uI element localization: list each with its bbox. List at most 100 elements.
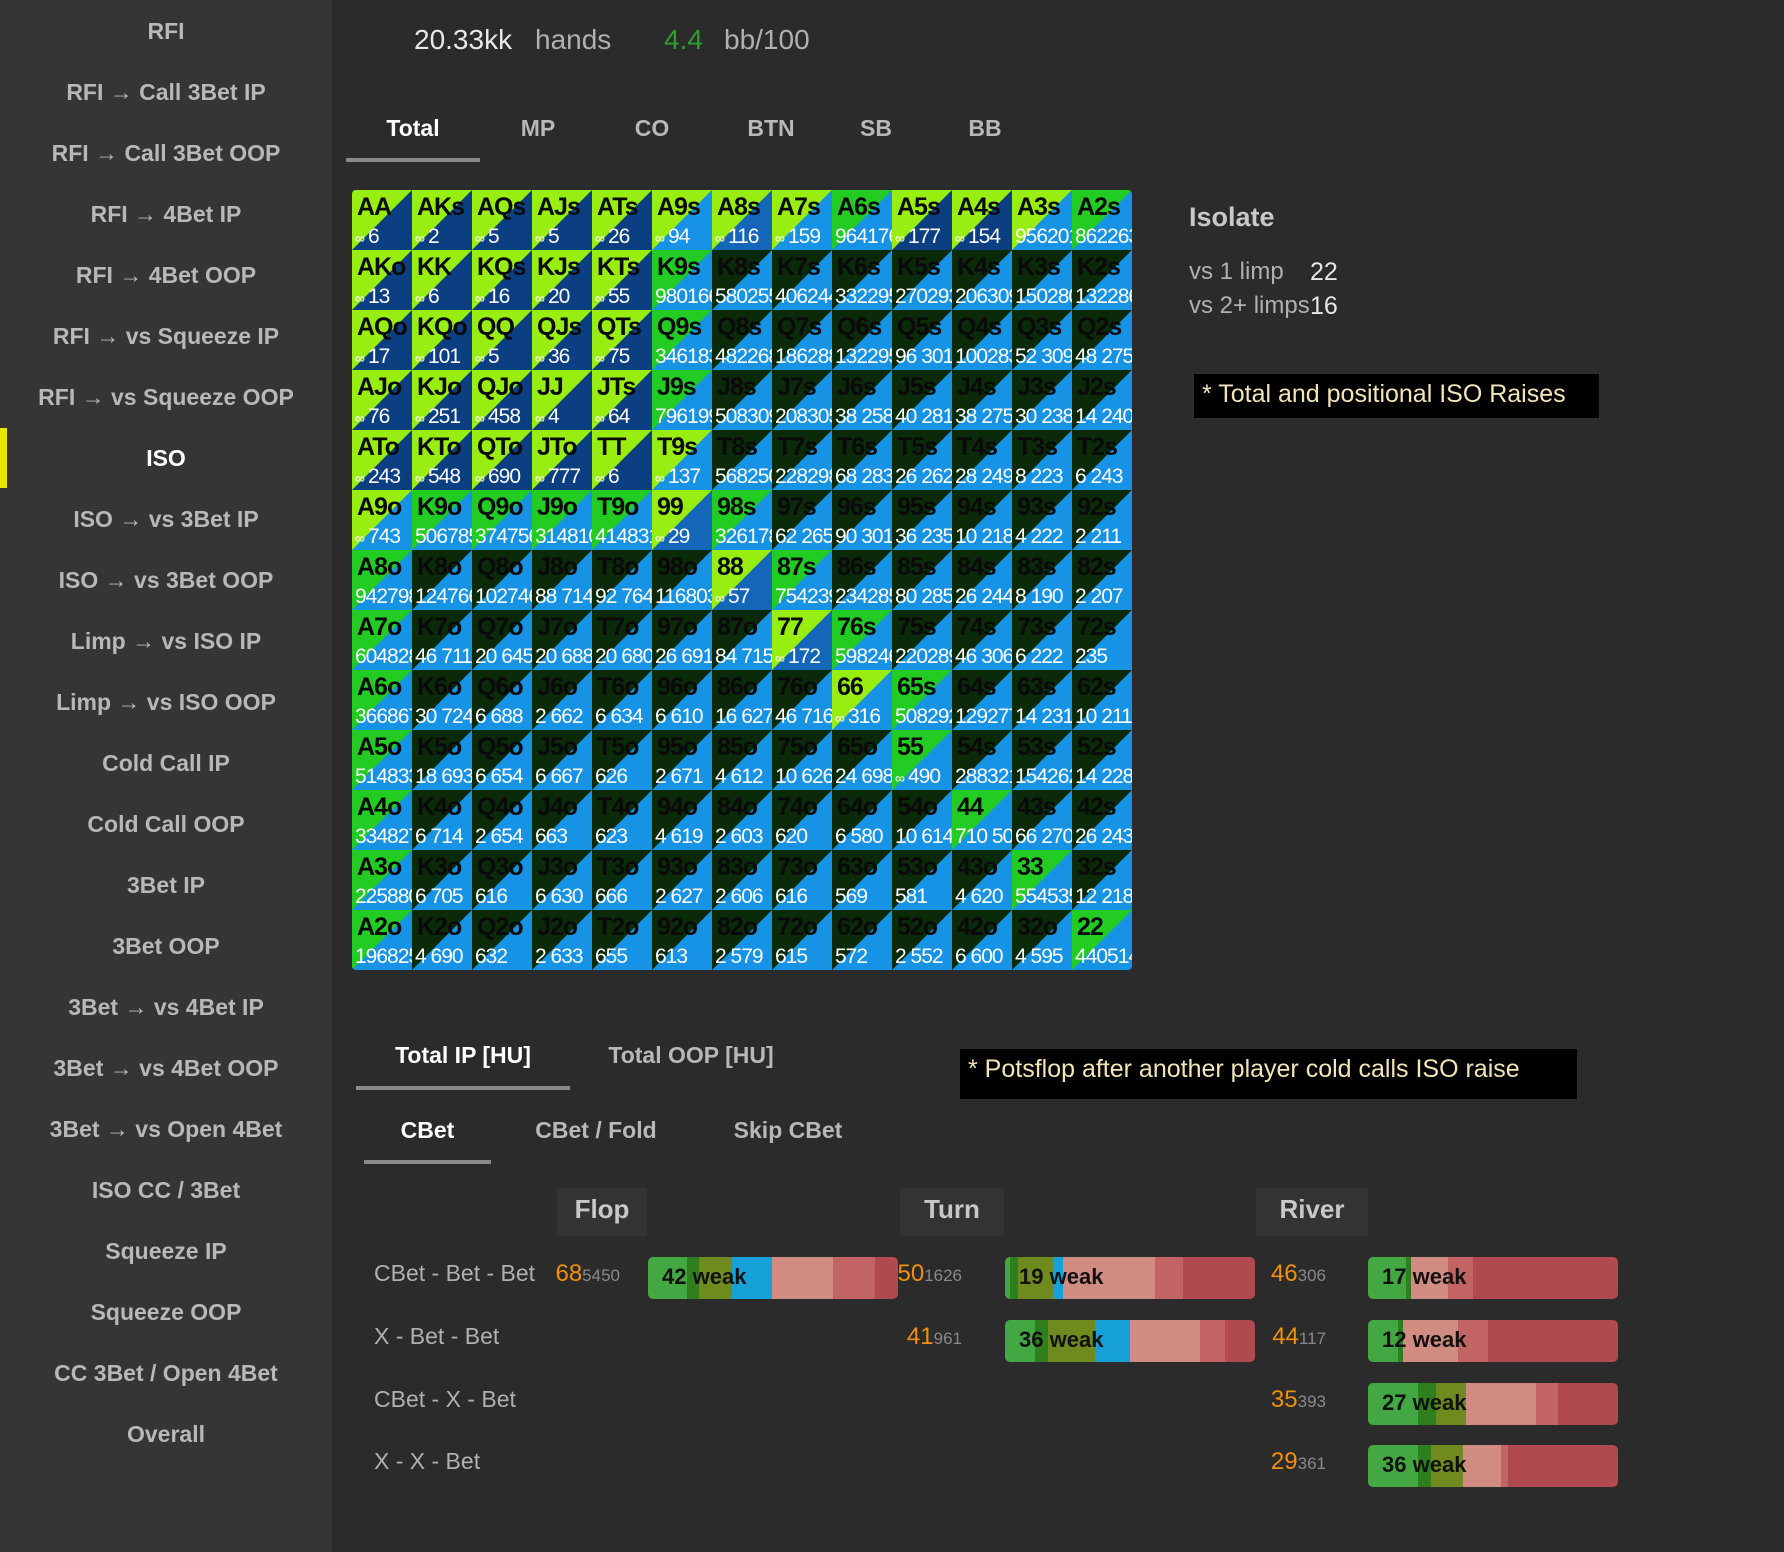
- line-river-bar[interactable]: 36 weak: [1368, 1445, 1618, 1487]
- hand-cell[interactable]: Q4o 2 654: [472, 790, 532, 850]
- hand-cell[interactable]: T9s ∞ 137: [652, 430, 712, 490]
- sidebar-item[interactable]: 3Bet → vs 4Bet OOP: [53, 1055, 279, 1081]
- line-turn-bar[interactable]: 19 weak: [1005, 1257, 1255, 1299]
- hand-cell[interactable]: QTs ∞ 75: [592, 310, 652, 370]
- position-tab[interactable]: BTN: [747, 115, 795, 141]
- hand-cell[interactable]: ATo ∞ 243: [352, 430, 412, 490]
- hand-cell[interactable]: J4s 38 275: [952, 370, 1012, 430]
- hand-cell[interactable]: T6o 6 634: [592, 670, 652, 730]
- hand-cell[interactable]: K8o 124766: [412, 550, 472, 610]
- hand-cell[interactable]: T8s 568250: [712, 430, 772, 490]
- hand-cell[interactable]: K9o 506785: [412, 490, 472, 550]
- hand-cell[interactable]: K8s 580255: [712, 250, 772, 310]
- hand-cell[interactable]: KK ∞ 6: [412, 250, 472, 310]
- hand-cell[interactable]: QJo ∞ 458: [472, 370, 532, 430]
- hand-cell[interactable]: KTo ∞ 548: [412, 430, 472, 490]
- hand-cell[interactable]: J6o 2 662: [532, 670, 592, 730]
- hand-cell[interactable]: Q3s 52 309: [1012, 310, 1072, 370]
- hand-cell[interactable]: 74s 46 306: [952, 610, 1012, 670]
- hand-cell[interactable]: 96o 6 610: [652, 670, 712, 730]
- hand-cell[interactable]: K9s 980166: [652, 250, 712, 310]
- hand-cell[interactable]: 93o 2 627: [652, 850, 712, 910]
- hand-cell[interactable]: 72o 615: [772, 910, 832, 970]
- sidebar-item[interactable]: RFI → 4Bet IP: [90, 201, 242, 227]
- hand-cell[interactable]: 84o 2 603: [712, 790, 772, 850]
- hand-cell[interactable]: 53o 581: [892, 850, 952, 910]
- hand-cell[interactable]: AJo ∞ 76: [352, 370, 412, 430]
- hand-cell[interactable]: J9o 314810: [532, 490, 592, 550]
- hand-cell[interactable]: T3s 8 223: [1012, 430, 1072, 490]
- hand-cell[interactable]: T2o 655: [592, 910, 652, 970]
- hand-cell[interactable]: 95s 36 235: [892, 490, 952, 550]
- hand-cell[interactable]: Q5s 96 301: [892, 310, 952, 370]
- hand-cell[interactable]: Q9o 374756: [472, 490, 532, 550]
- hand-cell[interactable]: J3s 30 238: [1012, 370, 1072, 430]
- hand-cell[interactable]: A4s ∞ 154: [952, 190, 1012, 250]
- hand-cell[interactable]: K5s 270293: [892, 250, 952, 310]
- hand-cell[interactable]: Q4s 100283: [952, 310, 1012, 370]
- hand-cell[interactable]: AA ∞ 6: [352, 190, 412, 250]
- sidebar-item[interactable]: 3Bet → vs 4Bet IP: [68, 994, 264, 1020]
- hand-cell[interactable]: AQo ∞ 17: [352, 310, 412, 370]
- hand-cell[interactable]: 77 ∞ 172: [772, 610, 832, 670]
- hand-cell[interactable]: JTo ∞ 777: [532, 430, 592, 490]
- hand-cell[interactable]: A3o 225880: [352, 850, 412, 910]
- hand-cell[interactable]: 43o 4 620: [952, 850, 1012, 910]
- hand-cell[interactable]: K4s 206309: [952, 250, 1012, 310]
- position-tab[interactable]: SB: [860, 115, 892, 141]
- hand-cell[interactable]: 66 ∞ 316: [832, 670, 892, 730]
- hand-cell[interactable]: 82o 2 579: [712, 910, 772, 970]
- hand-cell[interactable]: J5s 40 281: [892, 370, 952, 430]
- hand-cell[interactable]: J3o 6 630: [532, 850, 592, 910]
- hand-cell[interactable]: 62s 10 211: [1072, 670, 1132, 730]
- sidebar-item[interactable]: RFI → vs Squeeze IP: [52, 323, 280, 349]
- hand-cell[interactable]: A7o 604828: [352, 610, 412, 670]
- hand-cell[interactable]: QTo ∞ 690: [472, 430, 532, 490]
- hand-cell[interactable]: 76s 598246: [832, 610, 892, 670]
- hand-cell[interactable]: A5s ∞ 177: [892, 190, 952, 250]
- hand-cell[interactable]: 85o 4 612: [712, 730, 772, 790]
- hand-cell[interactable]: 99 ∞ 29: [652, 490, 712, 550]
- hand-cell[interactable]: 97s 62 265: [772, 490, 832, 550]
- hand-cell[interactable]: 88 ∞ 57: [712, 550, 772, 610]
- hand-cell[interactable]: K3o 6 705: [412, 850, 472, 910]
- hand-cell[interactable]: 76o 46 716: [772, 670, 832, 730]
- hand-cell[interactable]: T9o 414831: [592, 490, 652, 550]
- hand-cell[interactable]: J9s 796199: [652, 370, 712, 430]
- hand-cell[interactable]: T3o 666: [592, 850, 652, 910]
- hand-cell[interactable]: J2o 2 633: [532, 910, 592, 970]
- position-tab[interactable]: Total: [386, 115, 440, 141]
- hand-cell[interactable]: 32s 12 218: [1072, 850, 1132, 910]
- hand-cell[interactable]: QQ ∞ 5: [472, 310, 532, 370]
- sidebar-item[interactable]: Cold Call IP: [102, 750, 230, 776]
- hand-cell[interactable]: AQs ∞ 5: [472, 190, 532, 250]
- hand-cell[interactable]: K6o 30 724: [412, 670, 472, 730]
- hand-cell[interactable]: Q2o 632: [472, 910, 532, 970]
- hand-cell[interactable]: JTs ∞ 64: [592, 370, 652, 430]
- position-tab[interactable]: BB: [968, 115, 1002, 141]
- hand-cell[interactable]: KQo ∞ 101: [412, 310, 472, 370]
- hand-cell[interactable]: 64o 6 580: [832, 790, 892, 850]
- hand-cell[interactable]: K2o 4 690: [412, 910, 472, 970]
- hand-cell[interactable]: 94o 4 619: [652, 790, 712, 850]
- hand-cell[interactable]: K3s 150280: [1012, 250, 1072, 310]
- sidebar-item[interactable]: Limp → vs ISO OOP: [56, 689, 276, 715]
- hand-cell[interactable]: 43s 66 270: [1012, 790, 1072, 850]
- hand-cell[interactable]: T8o 92 764: [592, 550, 652, 610]
- hand-cell[interactable]: A7s ∞ 159: [772, 190, 832, 250]
- hand-cell[interactable]: K6s 332295: [832, 250, 892, 310]
- hand-cell[interactable]: 87o 84 715: [712, 610, 772, 670]
- action-tab[interactable]: Skip CBet: [733, 1117, 843, 1143]
- hand-cell[interactable]: KTs ∞ 55: [592, 250, 652, 310]
- hand-cell[interactable]: Q6s 132295: [832, 310, 892, 370]
- sidebar-item[interactable]: RFI → Call 3Bet OOP: [51, 140, 281, 166]
- hand-cell[interactable]: 93s 4 222: [1012, 490, 1072, 550]
- hand-cell[interactable]: 87s 754239: [772, 550, 832, 610]
- hand-cell[interactable]: J2s 14 240: [1072, 370, 1132, 430]
- sidebar-item[interactable]: RFI → Call 3Bet IP: [66, 79, 266, 105]
- line-turn-bar[interactable]: 36 weak: [1005, 1320, 1255, 1362]
- hand-cell[interactable]: K7o 46 711: [412, 610, 472, 670]
- hand-cell[interactable]: 44 710 503: [952, 790, 1012, 850]
- sidebar-item[interactable]: Overall: [127, 1421, 205, 1447]
- hand-cell[interactable]: AKs ∞ 2: [412, 190, 472, 250]
